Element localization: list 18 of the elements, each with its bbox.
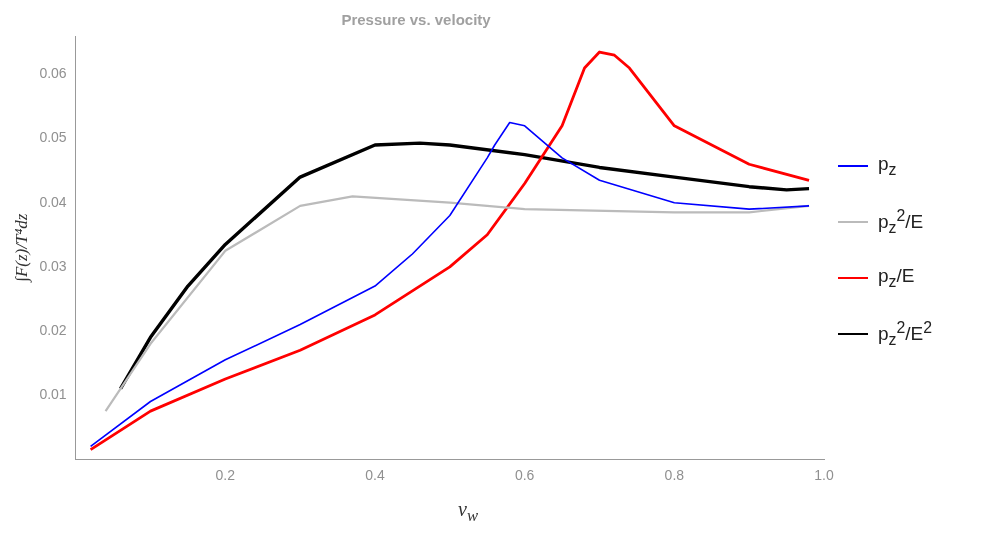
x-tick-label: 0.4 bbox=[365, 467, 385, 484]
y-tick-label: 0.05 bbox=[39, 129, 67, 146]
y-tick-label: 0.02 bbox=[39, 321, 67, 338]
y-tick-label: 0.01 bbox=[39, 385, 67, 402]
legend-label: p$_{z}$/E bbox=[878, 265, 915, 291]
legend-label: p$_{z}$ bbox=[878, 153, 897, 179]
x-tick-label: 0.2 bbox=[215, 467, 236, 484]
y-tick-label: 0.03 bbox=[39, 257, 67, 274]
x-tick-label: 0.8 bbox=[664, 467, 685, 484]
legend-label: p$_{z}$$^{2}$/E$^{2}$ bbox=[878, 318, 933, 350]
chart-title: Pressure vs. velocity bbox=[341, 11, 492, 29]
y-axis-title: ∫F(z)/T⁴dz bbox=[11, 213, 32, 283]
x-tick-label: 0.6 bbox=[514, 467, 535, 484]
x-tick-label: 1.0 bbox=[814, 467, 834, 484]
y-tick-label: 0.04 bbox=[39, 193, 67, 210]
y-tick-label: 0.06 bbox=[39, 65, 67, 82]
legend-label: p$_{z}$$^{2}$/E bbox=[878, 206, 924, 238]
x-axis-title: v$_{w}$ bbox=[457, 498, 479, 526]
